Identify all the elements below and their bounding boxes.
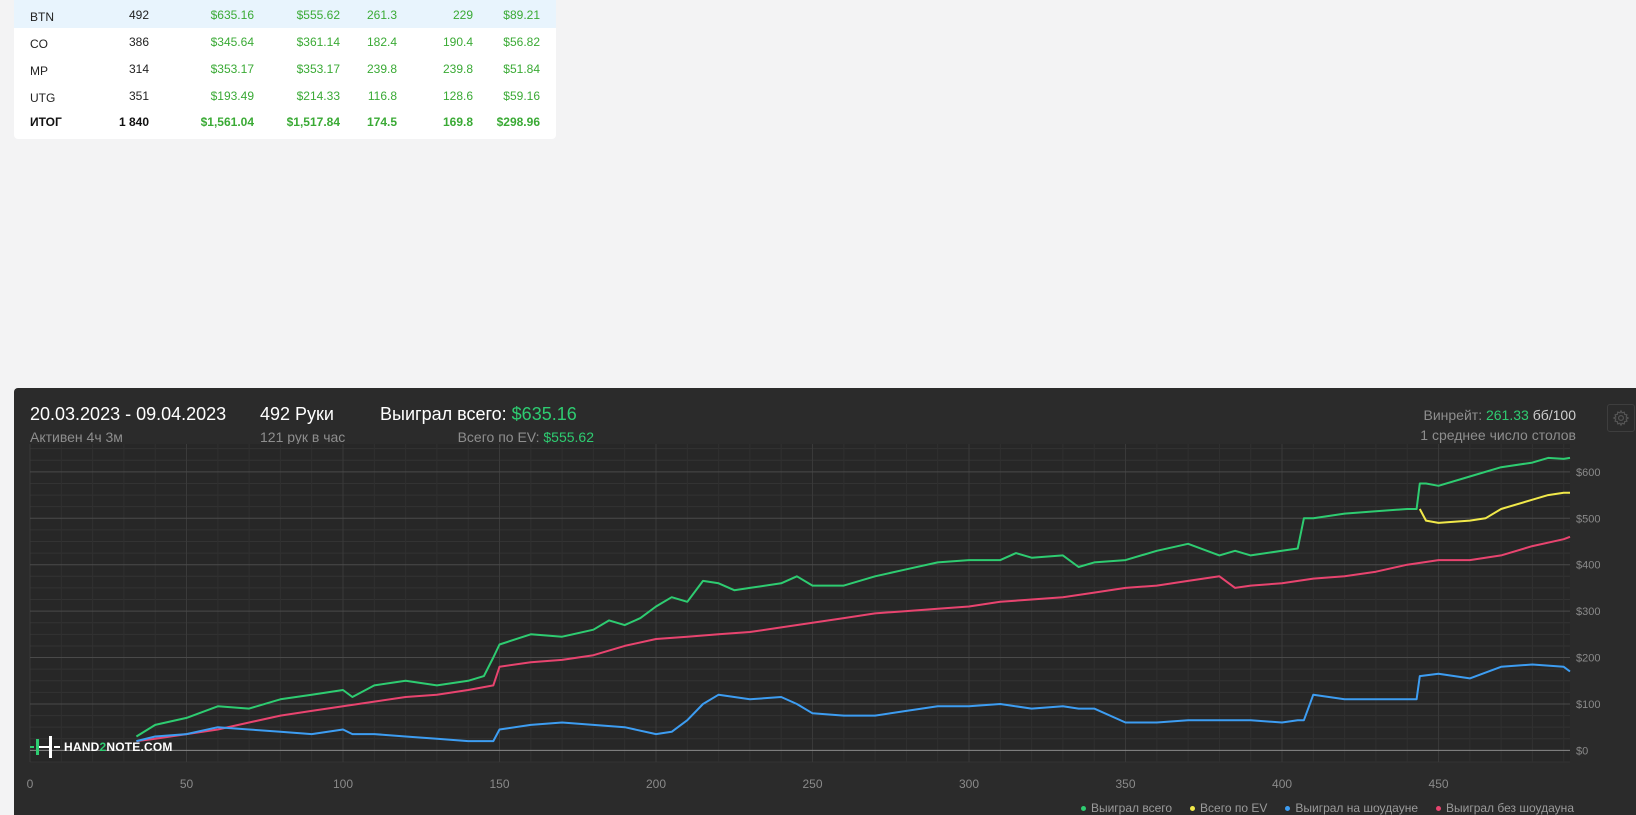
cell-won: $345.64 xyxy=(210,35,254,49)
won-total-label: Выиграл всего: xyxy=(380,404,507,424)
cell-bb100: 261.3 xyxy=(366,8,397,22)
won-total-value: $635.16 xyxy=(511,404,577,424)
settings-button[interactable] xyxy=(1607,404,1635,432)
winrate-value: 261.33 xyxy=(1485,407,1529,423)
series-won-total xyxy=(135,456,1571,738)
ev-total: Всего по EV: $555.62 xyxy=(458,429,594,445)
cell-ev-bb100: 169.8 xyxy=(442,115,473,129)
x-tick-label: 50 xyxy=(180,777,194,791)
hands-per-hour: 121 рук в час xyxy=(260,429,346,445)
legend-dot xyxy=(1436,805,1441,811)
cell-rake: $298.96 xyxy=(496,115,540,129)
legend-dot xyxy=(1080,805,1086,811)
y-tick-label: $0 xyxy=(1576,745,1588,757)
cell-hands: 1 840 xyxy=(118,115,149,129)
y-tick-label: $500 xyxy=(1576,513,1600,525)
table-row[interactable]: MP 314 $353.17 $353.17 239.8 239.8 $51.84 xyxy=(14,54,556,82)
cell-position: CO xyxy=(30,37,48,51)
y-tick-label: $400 xyxy=(1576,560,1600,572)
cell-position: MP xyxy=(30,64,48,78)
cell-ev-bb100: 190.4 xyxy=(442,35,473,49)
legend-won-non-showdown[interactable]: Выиграл без шоудауна xyxy=(1436,801,1574,815)
table-row[interactable]: UTG 351 $193.49 $214.33 116.8 128.6 $59.16 xyxy=(14,81,556,109)
y-tick-label: $600 xyxy=(1576,467,1600,479)
x-tick-label: 0 xyxy=(27,777,34,791)
cell-bb100: 116.8 xyxy=(367,89,397,103)
date-range[interactable]: 20.03.2023 - 09.04.2023 xyxy=(30,404,227,424)
gear-icon xyxy=(1612,409,1630,427)
cell-hands: 492 xyxy=(128,8,149,22)
positions-table: BTN 492 $635.16 $555.62 261.3 229 $89.21 CO 386 $… xyxy=(14,0,556,139)
cell-ev-bb100: 239.8 xyxy=(442,62,473,76)
cell-hands: 386 xyxy=(128,35,149,49)
ev-total-label: Всего по EV: xyxy=(457,429,540,445)
y-tick-label: $300 xyxy=(1576,606,1600,618)
table-row[interactable]: BTN 492 $635.16 $555.62 261.3 229 $89.21 xyxy=(14,0,556,28)
active-time: Активен 4ч 3м xyxy=(30,429,123,445)
cell-won-ev: $353.17 xyxy=(296,62,340,76)
hand2note-logo: HAND2NOTE.COM xyxy=(30,736,173,758)
winrate-label: Винрейт: xyxy=(1423,407,1483,423)
series-won-non-showdown xyxy=(136,535,1571,743)
cell-won: $1,561.04 xyxy=(200,115,254,129)
hands-count: 492 Руки xyxy=(260,404,334,424)
cell-won-ev: $361.14 xyxy=(296,35,340,49)
x-tick-label: 150 xyxy=(489,777,509,791)
profit-chart[interactable]: $0 $100 $200 $300 $400 $500 $600 0 50 100 150 200 25… xyxy=(14,388,1636,815)
cell-hands: 314 xyxy=(128,62,149,76)
avg-tables: 1 среднее число столов xyxy=(1420,427,1576,443)
y-tick-label: $100 xyxy=(1576,699,1600,711)
cell-won: $353.17 xyxy=(210,62,254,76)
cell-position: ИТОГ xyxy=(30,115,62,129)
x-tick-label: 100 xyxy=(333,777,353,791)
cell-position: BTN xyxy=(30,10,54,24)
legend-won-total[interactable]: Выиграл всего xyxy=(1080,801,1173,815)
hand2note-logo-text: HAND2NOTE.COM xyxy=(64,740,173,754)
legend-label: Выиграл всего xyxy=(1090,801,1173,815)
x-tick-label: 450 xyxy=(1429,777,1449,791)
winrate: Винрейт: 261.33 бб/100 xyxy=(1424,407,1577,423)
chart-legend: Выиграл всего Всего по EV Выиграл на шоуда… xyxy=(1080,801,1574,815)
won-total: Выиграл всего: $635.16 xyxy=(380,404,577,425)
cell-rake: $51.84 xyxy=(503,62,540,76)
cell-bb100: 174.5 xyxy=(366,115,397,129)
ev-total-value: $555.62 xyxy=(543,429,594,445)
plot-area xyxy=(30,444,1570,762)
legend-label: Выиграл на шоудауне xyxy=(1295,801,1418,815)
y-tick-label: $200 xyxy=(1576,653,1600,665)
legend-label: Всего по EV xyxy=(1200,801,1268,815)
legend-label: Выиграл без шоудауна xyxy=(1446,801,1574,815)
cell-hands: 351 xyxy=(128,89,149,103)
table-row[interactable]: CO 386 $345.64 $361.14 182.4 190.4 $56.82 xyxy=(14,27,556,55)
profit-graph-panel: 20.03.2023 - 09.04.2023 Активен 4ч 3м 49… xyxy=(14,388,1636,815)
table-total-row[interactable]: ИТОГ 1 840 $1,561.04 $1,517.84 174.5 169.8 $29… xyxy=(14,107,556,135)
series-won-showdown xyxy=(136,663,1571,743)
x-tick-label: 250 xyxy=(803,777,823,791)
cell-rake: $59.16 xyxy=(503,89,540,103)
cell-bb100: 182.4 xyxy=(366,35,397,49)
x-tick-label: 400 xyxy=(1272,777,1292,791)
cell-won: $193.49 xyxy=(210,89,254,103)
cell-won-ev: $1,517.84 xyxy=(286,115,340,129)
cell-bb100: 239.8 xyxy=(366,62,397,76)
cell-ev-bb100: 229 xyxy=(452,8,473,22)
legend-won-showdown[interactable]: Выиграл на шоудауне xyxy=(1285,801,1418,815)
cell-won: $635.16 xyxy=(210,8,254,22)
legend-dot xyxy=(1285,805,1291,811)
cell-won-ev: $214.33 xyxy=(296,89,340,103)
x-tick-label: 200 xyxy=(646,777,666,791)
cell-ev-bb100: 128.6 xyxy=(442,89,473,103)
cell-rake: $56.82 xyxy=(503,35,540,49)
cell-won-ev: $555.62 xyxy=(296,8,340,22)
hand2note-logo-icon xyxy=(30,736,60,758)
x-tick-label: 300 xyxy=(959,777,979,791)
x-tick-label: 350 xyxy=(1116,777,1136,791)
winrate-unit: бб/100 xyxy=(1532,407,1576,423)
legend-won-ev[interactable]: Всего по EV xyxy=(1190,801,1267,815)
cell-position: UTG xyxy=(30,91,56,105)
cell-rake: $89.21 xyxy=(503,8,540,22)
series-won-ev xyxy=(1418,491,1570,524)
legend-dot xyxy=(1190,805,1196,811)
